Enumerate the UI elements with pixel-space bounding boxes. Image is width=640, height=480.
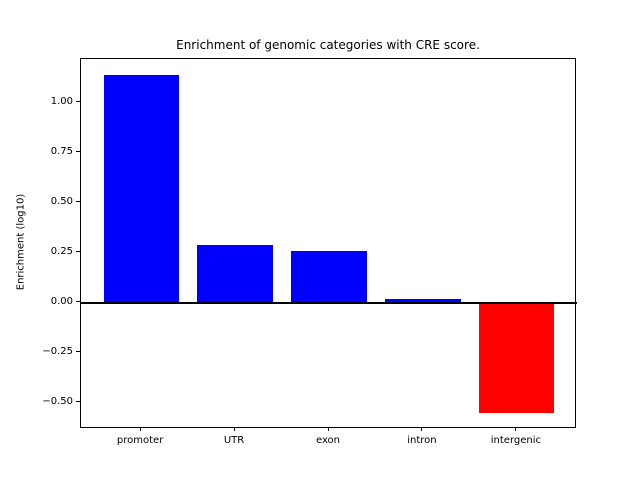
plot-area xyxy=(80,58,577,428)
bar-promoter xyxy=(103,74,179,303)
y-axis-label: Enrichment (log10) xyxy=(15,193,27,291)
bar-intergenic xyxy=(479,302,555,413)
x-tick-mark xyxy=(421,427,423,432)
y-tick-label: −0.50 xyxy=(42,395,73,407)
x-tick-label-intron: intron xyxy=(407,435,437,447)
bar-intron xyxy=(385,298,461,303)
x-tick-label-intergenic: intergenic xyxy=(490,435,541,447)
y-tick-label: 1.00 xyxy=(50,96,73,108)
bar-exon xyxy=(291,250,367,303)
y-tick-mark xyxy=(76,101,80,103)
x-tick-mark xyxy=(515,427,517,432)
y-tick-mark xyxy=(76,150,80,152)
chart-title: Enrichment of genomic categories with CR… xyxy=(176,38,480,52)
y-tick-mark xyxy=(76,400,80,402)
x-tick-label-promoter: promoter xyxy=(116,435,164,447)
y-tick-mark xyxy=(76,300,80,302)
x-tick-mark xyxy=(139,427,141,432)
y-tick-label: 0.25 xyxy=(50,245,73,257)
zero-line xyxy=(81,301,577,304)
y-tick-mark xyxy=(76,250,80,252)
bar-UTR xyxy=(197,244,273,303)
y-tick-label: 0.75 xyxy=(50,145,73,157)
y-tick-mark xyxy=(76,200,80,202)
y-tick-label: −0.25 xyxy=(42,345,73,357)
y-tick-mark xyxy=(76,350,80,352)
x-tick-mark xyxy=(327,427,329,432)
x-tick-label-UTR: UTR xyxy=(223,435,245,447)
y-tick-label: 0.00 xyxy=(50,295,73,307)
x-tick-label-exon: exon xyxy=(315,435,341,447)
x-tick-mark xyxy=(233,427,235,432)
y-tick-label: 0.50 xyxy=(50,195,73,207)
